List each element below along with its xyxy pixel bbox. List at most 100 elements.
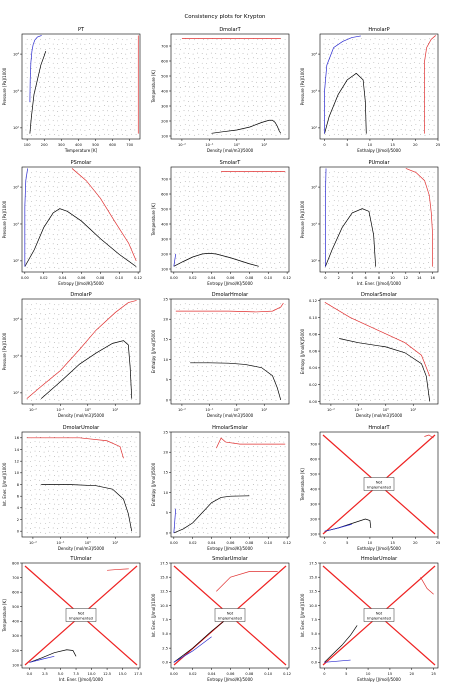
state-point [211,62,212,63]
state-point [375,399,376,400]
state-point [280,181,281,182]
state-point [118,361,119,362]
state-point [127,172,128,173]
state-point [104,370,105,371]
state-point [397,249,398,250]
state-point [113,333,114,334]
state-point [366,390,367,391]
state-point [203,87,204,88]
state-point [36,267,37,268]
state-point [325,39,326,40]
state-point [364,120,365,121]
state-point [113,49,114,50]
state-point [405,318,406,319]
state-point [188,82,189,83]
state-point [202,318,203,319]
state-point [329,390,330,391]
state-point [194,314,195,315]
state-point [274,367,275,368]
state-point [416,134,417,135]
state-point [179,376,180,377]
x-tick-label: 10⁻¹ [205,143,213,147]
state-point [329,87,330,88]
state-point [337,356,338,357]
state-point [361,380,362,381]
state-point [136,106,137,107]
state-point [59,352,60,353]
state-point [433,186,434,187]
x-tick-label: 100 [24,143,32,147]
state-point [127,125,128,126]
state-point [392,224,393,225]
state-point [405,215,406,216]
state-point [230,304,231,305]
state-point [253,248,254,249]
state-point [337,44,338,45]
state-point [279,101,280,102]
state-point [31,390,32,391]
state-point [411,201,412,202]
state-point [343,239,344,240]
state-point [270,309,271,310]
state-point [271,39,272,40]
state-point [342,206,343,207]
state-point [276,258,277,259]
state-point [414,43,415,44]
state-point [86,371,87,372]
state-point [175,385,176,386]
state-point [212,248,213,249]
state-point [428,375,429,376]
state-point [407,68,408,69]
state-point [90,38,91,39]
state-point [99,268,100,269]
state-point [361,361,362,362]
state-point [434,210,435,211]
state-point [351,366,352,367]
state-point [95,248,96,249]
state-point [71,263,72,264]
state-point [364,111,365,112]
state-point [410,244,411,245]
state-point [388,389,389,390]
state-point [329,220,330,221]
state-point [90,124,91,125]
state-point [122,399,123,400]
state-point [374,81,375,82]
state-point [355,338,356,339]
x-tick-label: 10⁻² [178,408,186,412]
state-point [184,375,185,376]
state-point [280,370,281,371]
state-point [109,115,110,116]
state-point [423,63,424,64]
state-point [337,263,338,264]
state-point [407,115,408,116]
state-point [383,92,384,93]
state-point [261,338,262,339]
state-point [235,49,236,50]
state-point [379,182,380,183]
state-point [98,92,99,93]
state-point [285,77,286,78]
state-point [274,111,275,112]
state-point [27,68,28,69]
state-point [243,120,244,121]
state-point [361,257,362,258]
state-point [346,129,347,130]
state-point [225,262,226,263]
state-point [30,196,31,197]
state-point [103,43,104,44]
state-point [256,376,257,377]
state-point [337,205,338,206]
state-point [136,220,137,221]
state-point [180,400,181,401]
state-point [366,371,367,372]
state-point [429,48,430,49]
state-point [99,362,100,363]
state-point [271,172,272,173]
state-point [247,92,248,93]
state-point [188,366,189,367]
state-point [104,200,105,201]
state-point [113,182,114,183]
state-point [337,366,338,367]
state-point [53,224,54,225]
